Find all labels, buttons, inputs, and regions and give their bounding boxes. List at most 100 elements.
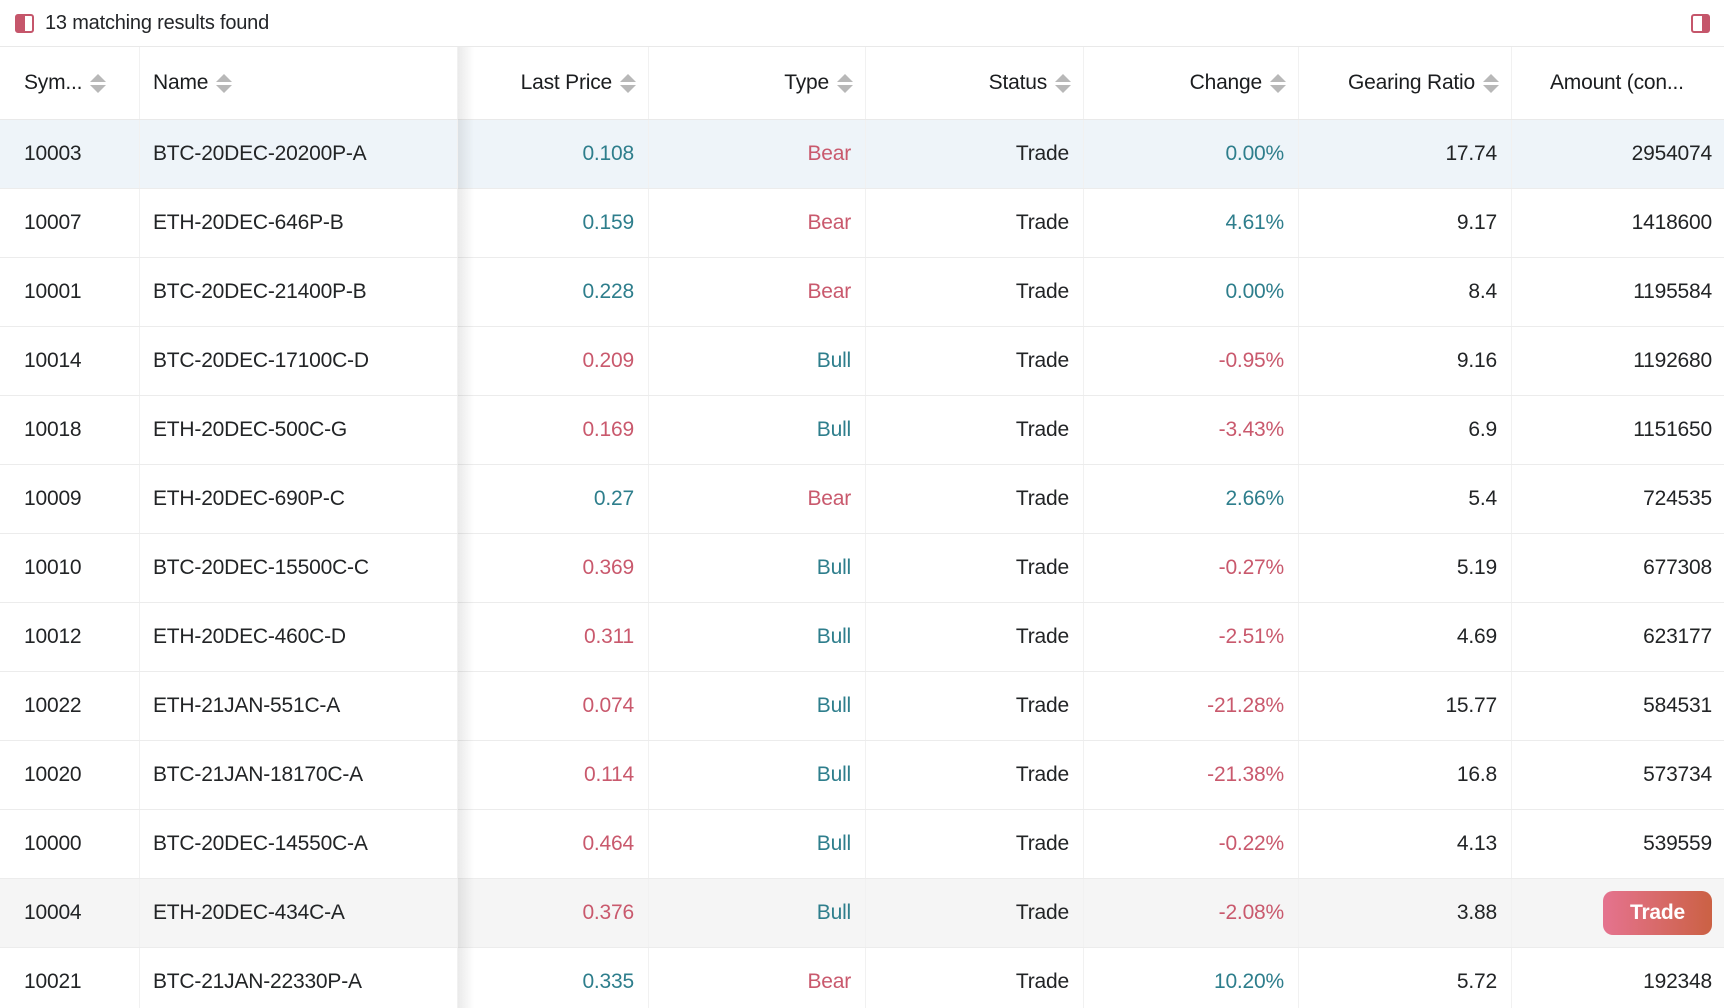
cell-last-price: 0.376 [458,879,649,947]
trade-button[interactable]: Trade [1602,891,1712,935]
cell-name: ETH-20DEC-500C-G [140,396,458,464]
cell-type: Bull [649,396,866,464]
cell-status: Trade [866,327,1084,395]
cell-name: ETH-20DEC-434C-A [140,879,458,947]
cell-change: 10.20% [1084,948,1299,1008]
cell-status: Trade [866,189,1084,257]
cell-last-price: 0.159 [458,189,649,257]
cell-type: Bull [649,810,866,878]
column-header-last-price[interactable]: Last Price [458,47,649,119]
cell-type: Bear [649,258,866,326]
column-header-type[interactable]: Type [649,47,866,119]
table-row-10014[interactable]: 10014 BTC-20DEC-17100C-D 0.209 Bull Trade -0.… [0,327,1724,396]
cell-type: Bull [649,879,866,947]
cell-gearing-ratio: 5.19 [1299,534,1512,602]
cell-change: -0.27% [1084,534,1299,602]
column-header-change[interactable]: Change [1084,47,1299,119]
table-row-10003[interactable]: 10003 BTC-20DEC-20200P-A 0.108 Bear Trade 0.0… [0,120,1724,189]
column-header-gearing-ratio[interactable]: Gearing Ratio [1299,47,1512,119]
cell-type: Bear [649,120,866,188]
table-row-10010[interactable]: 10010 BTC-20DEC-15500C-C 0.369 Bull Trade -0.… [0,534,1724,603]
table-row-10021[interactable]: 10021 BTC-21JAN-22330P-A 0.335 Bear Trade 10.… [0,948,1724,1008]
column-label: Change [1189,71,1263,94]
cell-type: Bull [649,603,866,671]
sort-icon[interactable] [1270,73,1286,93]
cell-change: -2.08% [1084,879,1299,947]
table-row-10009[interactable]: 10009 ETH-20DEC-690P-C 0.27 Bear Trade 2.66% 5… [0,465,1724,534]
cell-status: Trade [866,879,1084,947]
cell-name: ETH-20DEC-460C-D [140,603,458,671]
column-label: Gearing Ratio [1348,71,1475,94]
sort-icon[interactable] [837,73,853,93]
cell-amount: 539559 [1643,832,1712,855]
cell-gearing-ratio: 3.88 [1299,879,1512,947]
table-row-10001[interactable]: 10001 BTC-20DEC-21400P-B 0.228 Bear Trade 0.0… [0,258,1724,327]
column-label: Name [153,71,209,94]
cell-change: -0.22% [1084,810,1299,878]
table-row-10000[interactable]: 10000 BTC-20DEC-14550C-A 0.464 Bull Trade -0.… [0,810,1724,879]
cell-name: BTC-20DEC-21400P-B [140,258,458,326]
cell-amount: 623177 [1643,625,1712,648]
panel-left-icon[interactable] [15,13,34,33]
cell-status: Trade [866,741,1084,809]
cell-status: Trade [866,672,1084,740]
cell-last-price: 0.464 [458,810,649,878]
cell-type: Bull [649,741,866,809]
column-label: Amount (con... [1550,71,1684,94]
column-label: Sym... [24,71,83,94]
cell-gearing-ratio: 4.69 [1299,603,1512,671]
cell-status: Trade [866,810,1084,878]
cell-last-price: 0.311 [458,603,649,671]
cell-symbol: 10018 [0,396,140,464]
cell-last-price: 0.114 [458,741,649,809]
column-header-amount-con: Amount (con... [1512,47,1724,119]
table-row-10004[interactable]: 10004 ETH-20DEC-434C-A 0.376 Bull Trade -2.08… [0,879,1724,948]
cell-last-price: 0.27 [458,465,649,533]
table-row-10018[interactable]: 10018 ETH-20DEC-500C-G 0.169 Bull Trade -3.43… [0,396,1724,465]
cell-type: Bull [649,327,866,395]
cell-last-price: 0.074 [458,672,649,740]
cell-name: BTC-20DEC-17100C-D [140,327,458,395]
cell-gearing-ratio: 9.17 [1299,189,1512,257]
cell-symbol: 10009 [0,465,140,533]
column-label: Last Price [520,71,613,94]
cell-type: Bear [649,465,866,533]
table-row-10012[interactable]: 10012 ETH-20DEC-460C-D 0.311 Bull Trade -2.51… [0,603,1724,672]
column-header-status[interactable]: Status [866,47,1084,119]
cell-last-price: 0.335 [458,948,649,1008]
cell-type: Bear [649,948,866,1008]
table-row-10020[interactable]: 10020 BTC-21JAN-18170C-A 0.114 Bull Trade -21… [0,741,1724,810]
sort-icon[interactable] [90,73,107,93]
table-row-10022[interactable]: 10022 ETH-21JAN-551C-A 0.074 Bull Trade -21.2… [0,672,1724,741]
cell-gearing-ratio: 6.9 [1299,396,1512,464]
cell-change: -2.51% [1084,603,1299,671]
cell-gearing-ratio: 16.8 [1299,741,1512,809]
cell-change: -21.38% [1084,741,1299,809]
cell-symbol: 10003 [0,120,140,188]
results-count-text: 13 matching results found [45,11,270,34]
column-header-sym[interactable]: Sym... [0,47,140,119]
cell-status: Trade [866,396,1084,464]
table-header: Sym... Name Last Price Type Status Change Gear… [0,47,1724,120]
table-row-10007[interactable]: 10007 ETH-20DEC-646P-B 0.159 Bear Trade 4.61%… [0,189,1724,258]
cell-last-price: 0.209 [458,327,649,395]
cell-amount: 724535 [1643,487,1712,510]
sort-icon[interactable] [1055,73,1071,93]
cell-symbol: 10001 [0,258,140,326]
cell-last-price: 0.169 [458,396,649,464]
column-header-name[interactable]: Name [140,47,458,119]
cell-name: BTC-20DEC-15500C-C [140,534,458,602]
cell-last-price: 0.369 [458,534,649,602]
cell-change: 0.00% [1084,258,1299,326]
cell-gearing-ratio: 17.74 [1299,120,1512,188]
sort-icon[interactable] [1483,73,1499,93]
cell-type: Bull [649,672,866,740]
sort-icon[interactable] [216,73,233,93]
cell-last-price: 0.108 [458,120,649,188]
cell-amount: Trade [1512,879,1724,947]
cell-symbol: 10000 [0,810,140,878]
cell-change: 2.66% [1084,465,1299,533]
panel-right-icon[interactable] [1691,13,1710,33]
sort-icon[interactable] [620,73,636,93]
